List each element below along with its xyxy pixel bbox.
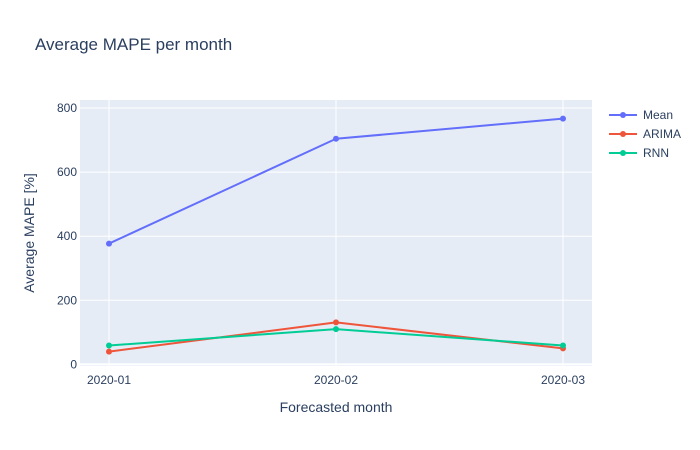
- data-point[interactable]: [333, 326, 339, 333]
- data-point[interactable]: [560, 342, 566, 349]
- x-tick-label: 2020-02: [314, 373, 358, 387]
- legend-swatch-marker: [620, 112, 626, 118]
- series-rnn: [106, 326, 566, 349]
- data-point[interactable]: [106, 342, 112, 349]
- series-layer: [106, 115, 566, 355]
- y-gridlines: [80, 107, 592, 366]
- data-point[interactable]: [106, 348, 112, 355]
- legend-swatch-marker: [620, 150, 626, 156]
- chart-title: Average MAPE per month: [35, 35, 232, 54]
- data-point[interactable]: [560, 115, 566, 122]
- legend-label: ARIMA: [643, 127, 681, 141]
- x-tick-label: 2020-01: [87, 373, 131, 387]
- y-tick-label: 600: [57, 165, 77, 179]
- legend-swatch-marker: [620, 131, 626, 137]
- y-tick-label: 400: [57, 229, 77, 243]
- legend-item-rnn[interactable]: RNN: [609, 146, 669, 160]
- legend[interactable]: Mean ARIMA RNN: [609, 108, 681, 160]
- x-tick-label: 2020-03: [541, 373, 585, 387]
- y-tick-label: 800: [57, 101, 77, 115]
- legend-label: RNN: [643, 146, 669, 160]
- y-tick-label: 0: [70, 357, 77, 371]
- legend-item-mean[interactable]: Mean: [609, 108, 673, 122]
- x-tick-labels: 2020-01 2020-02 2020-03: [87, 373, 585, 387]
- data-point[interactable]: [106, 240, 112, 247]
- legend-item-arima[interactable]: ARIMA: [609, 127, 681, 141]
- data-point[interactable]: [333, 319, 339, 326]
- legend-label: Mean: [643, 108, 673, 122]
- y-axis-title: Average MAPE [%]: [21, 173, 37, 293]
- series-mean: [106, 115, 566, 247]
- x-axis-title: Forecasted month: [280, 399, 393, 415]
- data-point[interactable]: [333, 135, 339, 142]
- y-tick-label: 200: [57, 293, 77, 307]
- y-tick-labels: 0 200 400 600 800: [57, 101, 77, 371]
